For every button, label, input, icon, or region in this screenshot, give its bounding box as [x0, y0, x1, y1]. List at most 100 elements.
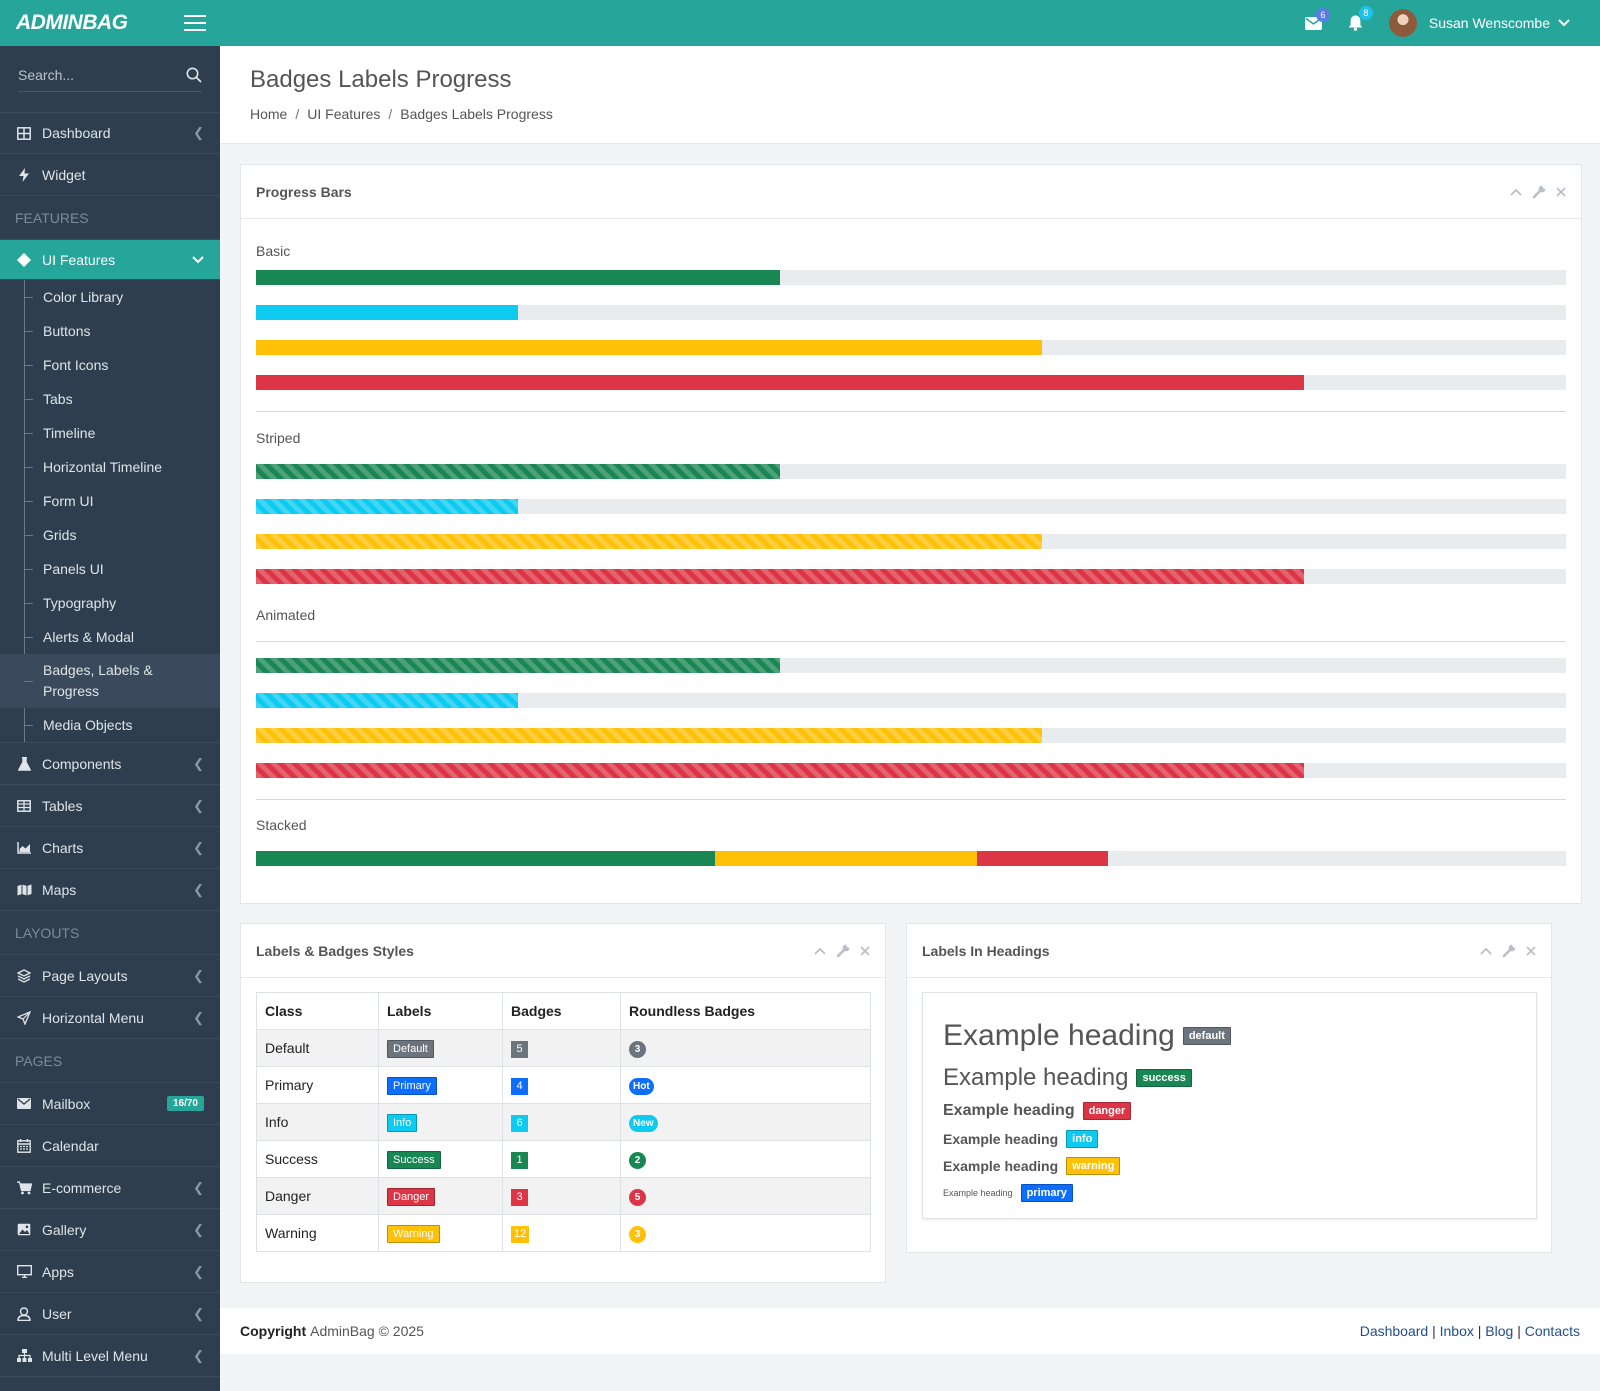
- mail-button[interactable]: 6: [1304, 7, 1330, 30]
- user-icon: [17, 1306, 31, 1321]
- sidebar-item-label: Widget: [42, 166, 86, 183]
- footer-link-blog[interactable]: Blog: [1485, 1323, 1514, 1339]
- wrench-icon[interactable]: [1502, 943, 1516, 958]
- progress-group-label: Animated: [256, 607, 316, 623]
- sidebar-item-apps[interactable]: Apps ❮: [0, 1251, 220, 1293]
- heading-label: primary: [1020, 1183, 1073, 1202]
- sidebar-subitem[interactable]: Grids: [0, 518, 220, 552]
- progress-bar: [256, 340, 1566, 355]
- sidebar-subitem[interactable]: Font Icons: [0, 348, 220, 382]
- search-icon[interactable]: [186, 67, 202, 83]
- sidebar-item-calendar[interactable]: Calendar: [0, 1125, 220, 1167]
- sidebar-item-ecommerce[interactable]: E-commerce ❮: [0, 1167, 220, 1209]
- collapse-icon[interactable]: [814, 947, 826, 955]
- sidebar-item-ui-features[interactable]: UI Features: [0, 240, 220, 280]
- labels-badges-card: Labels & Badges Styles Class Labels Badg…: [240, 923, 886, 1283]
- example-heading: Example heading default: [943, 1013, 1516, 1059]
- user-menu[interactable]: Susan Wenscombe: [1429, 15, 1570, 31]
- progress-bar: [256, 499, 1566, 514]
- sidebar-item-tables[interactable]: Tables ❮: [0, 785, 220, 827]
- breadcrumb-current: Badges Labels Progress: [400, 106, 553, 122]
- avatar[interactable]: [1388, 9, 1417, 37]
- sidebar-item-label: Page Layouts: [42, 967, 128, 984]
- sidebar-subitem[interactable]: Horizontal Timeline: [0, 450, 220, 484]
- sidebar-subitem[interactable]: Color Library: [0, 280, 220, 314]
- example-heading: Example heading danger: [943, 1097, 1516, 1125]
- sidebar-item-multi-level-menu[interactable]: Multi Level Menu ❮: [0, 1335, 220, 1377]
- close-icon[interactable]: [1556, 186, 1566, 197]
- progress-segment-success: [256, 851, 715, 866]
- sidebar-subitem[interactable]: Alerts & Modal: [0, 620, 220, 654]
- sidebar-item-widget[interactable]: Widget: [0, 154, 220, 196]
- footer-link-contacts[interactable]: Contacts: [1524, 1323, 1580, 1339]
- chevron-left-icon: ❮: [193, 1179, 204, 1195]
- heading-text: Example heading: [943, 1130, 1059, 1147]
- round-badge: 2: [629, 1151, 646, 1169]
- badge-cell: 6: [502, 1103, 621, 1141]
- sidebar-item-label: UI Features: [42, 251, 116, 268]
- collapse-icon[interactable]: [1480, 947, 1492, 955]
- card-title: Progress Bars: [256, 183, 352, 200]
- notification-count-badge: 8: [1358, 6, 1373, 20]
- round-badge-cell: 3: [620, 1214, 871, 1252]
- notifications-button[interactable]: 8: [1348, 6, 1373, 31]
- class-cell: Info: [256, 1103, 379, 1141]
- sidebar-item-page-layouts[interactable]: Page Layouts ❮: [0, 955, 220, 997]
- brand-logo[interactable]: ADMINBAG: [16, 11, 128, 34]
- close-icon[interactable]: [860, 945, 870, 956]
- chevron-down-icon: [1558, 19, 1570, 27]
- sidebar-item-label: User: [42, 1305, 72, 1322]
- sidebar-subitem[interactable]: Panels UI: [0, 552, 220, 586]
- column-header: Class: [256, 992, 379, 1030]
- sidebar-item-mailbox[interactable]: Mailbox 16/70: [0, 1083, 220, 1125]
- heading-text: Example heading: [943, 1157, 1059, 1174]
- breadcrumb-ui-features[interactable]: UI Features: [307, 106, 381, 122]
- column-header: Badges: [502, 992, 621, 1030]
- badge-cell: 12: [502, 1214, 621, 1252]
- sidebar-subitem-active[interactable]: Badges, Labels & Progress: [0, 654, 220, 708]
- progress-bar: [256, 270, 1566, 285]
- breadcrumb-home[interactable]: Home: [250, 106, 288, 122]
- chart-icon: [17, 841, 31, 854]
- sidebar-subitem[interactable]: Buttons: [0, 314, 220, 348]
- bell-icon: [1348, 15, 1363, 31]
- collapse-icon[interactable]: [1510, 188, 1522, 196]
- sidebar-item-gallery[interactable]: Gallery ❮: [0, 1209, 220, 1251]
- sidebar-subitem[interactable]: Media Objects: [0, 708, 220, 742]
- sidebar-item-user[interactable]: User ❮: [0, 1293, 220, 1335]
- wrench-icon[interactable]: [1532, 184, 1546, 199]
- sidebar-item-dashboard[interactable]: Dashboard ❮: [0, 112, 220, 154]
- sidebar-item-maps[interactable]: Maps ❮: [0, 869, 220, 911]
- table-row: Default Default 5 3: [256, 1029, 871, 1067]
- wrench-icon[interactable]: [836, 943, 850, 958]
- class-cell: Success: [256, 1140, 379, 1178]
- sidebar-subitem[interactable]: Tabs: [0, 382, 220, 416]
- top-actions: 6 8 Susan Wenscombe: [1304, 6, 1600, 37]
- labels-in-headings-card: Labels In Headings Example heading defaul…: [906, 923, 1552, 1253]
- footer-link-dashboard[interactable]: Dashboard: [1359, 1323, 1429, 1339]
- chevron-down-icon: [192, 252, 204, 267]
- sidebar-subitem[interactable]: Typography: [0, 586, 220, 620]
- main-content: Badges Labels Progress Home / UI Features /…: [220, 46, 1600, 1391]
- flask-icon: [17, 756, 31, 771]
- label: Warning: [387, 1224, 440, 1243]
- bolt-icon: [19, 167, 29, 182]
- top-bar: ADMINBAG 6 8 Susan Wenscombe: [0, 0, 1600, 46]
- sidebar-subitem[interactable]: Timeline: [0, 416, 220, 450]
- sidebar-search: [18, 58, 202, 92]
- user-name: Susan Wenscombe: [1428, 15, 1550, 31]
- sidebar-item-horizontal-menu[interactable]: Horizontal Menu ❮: [0, 997, 220, 1039]
- sidebar-item-components[interactable]: Components ❮: [0, 743, 220, 785]
- progress-fill-warning: [256, 340, 1042, 355]
- close-icon[interactable]: [1526, 945, 1536, 956]
- page-header: Badges Labels Progress Home / UI Features /…: [220, 46, 1600, 144]
- menu-toggle-icon[interactable]: [184, 15, 206, 31]
- search-input[interactable]: [18, 66, 168, 83]
- example-heading: Example heading success: [943, 1059, 1516, 1097]
- chevron-left-icon: ❮: [193, 967, 204, 983]
- sidebar-subitem[interactable]: Form UI: [0, 484, 220, 518]
- sidebar-item-charts[interactable]: Charts ❮: [0, 827, 220, 869]
- table-icon: [17, 799, 31, 812]
- badge-cell: 1: [502, 1140, 621, 1178]
- footer-link-inbox[interactable]: Inbox: [1439, 1323, 1474, 1339]
